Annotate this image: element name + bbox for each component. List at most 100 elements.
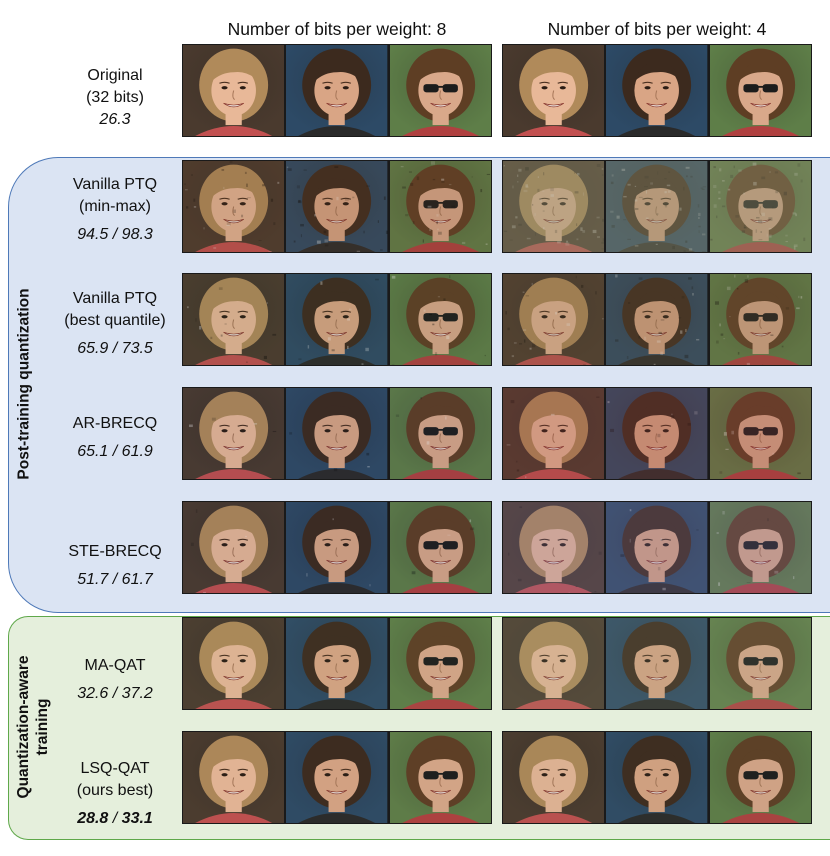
face-image <box>503 502 605 593</box>
sample-image <box>389 732 491 823</box>
sample-image <box>389 502 491 593</box>
face-image <box>389 161 491 252</box>
face-image <box>606 45 708 136</box>
sample-image <box>606 274 708 365</box>
sample-image <box>503 502 605 593</box>
score-4bit: 73.5 <box>121 340 153 357</box>
sample-image <box>606 161 708 252</box>
method-name: AR-BRECQ <box>72 415 158 432</box>
qat-section-label: Quantization-aware training <box>14 656 52 799</box>
sample-image <box>709 388 811 479</box>
sample-group-8bit <box>182 387 492 480</box>
method-name: Vanilla PTQ <box>72 290 158 307</box>
sample-image <box>183 388 285 479</box>
sample-image <box>286 732 388 823</box>
face-image <box>183 45 285 136</box>
fid-scores: 94.5 / 98.3 <box>52 224 178 246</box>
face-image <box>606 732 708 823</box>
face-image <box>389 388 491 479</box>
sample-group-8bit <box>182 44 492 137</box>
sample-image <box>183 732 285 823</box>
method-name: (32 bits) <box>86 89 144 106</box>
column-header-4bit: Number of bits per weight: 4 <box>547 19 767 39</box>
sample-image <box>709 732 811 823</box>
score-separator: / <box>108 340 122 357</box>
face-image <box>286 732 388 823</box>
sample-image <box>606 732 708 823</box>
face-image <box>389 274 491 365</box>
face-image <box>709 274 811 365</box>
sample-image <box>709 502 811 593</box>
row-label: Original (32 bits) 26.3 <box>52 65 178 131</box>
sample-group-8bit <box>182 273 492 366</box>
sample-image <box>183 161 285 252</box>
sample-group-4bit <box>502 273 812 366</box>
face-image <box>286 388 388 479</box>
row-label: MA-QAT 32.6 / 37.2 <box>52 655 178 705</box>
row-label: LSQ-QAT (ours best) 28.8 / 33.1 <box>52 758 178 830</box>
score-4bit: 37.2 <box>121 685 153 702</box>
row-label: Vanilla PTQ (best quantile) 65.9 / 73.5 <box>52 288 178 360</box>
score-separator: / <box>108 810 122 827</box>
score-8bit: 28.8 <box>77 810 109 827</box>
sample-image <box>606 388 708 479</box>
face-image <box>286 502 388 593</box>
face-image <box>286 45 388 136</box>
sample-image <box>709 161 811 252</box>
face-image <box>183 502 285 593</box>
row-label: Vanilla PTQ (min-max) 94.5 / 98.3 <box>52 174 178 246</box>
sample-group-4bit <box>502 44 812 137</box>
face-image <box>286 274 388 365</box>
sample-image <box>389 388 491 479</box>
sample-group-4bit <box>502 387 812 480</box>
face-image <box>709 502 811 593</box>
score-4bit: 98.3 <box>121 226 153 243</box>
fid-scores: 26.3 <box>52 109 178 131</box>
score-8bit: 65.1 <box>77 443 109 460</box>
face-image <box>503 274 605 365</box>
sample-image <box>183 502 285 593</box>
method-name: Original <box>87 67 143 84</box>
sample-image <box>389 161 491 252</box>
score-8bit: 94.5 <box>77 226 109 243</box>
score-4bit: 61.9 <box>121 443 153 460</box>
sample-image <box>709 618 811 709</box>
score-8bit: 32.6 <box>77 685 109 702</box>
qat-label-line-1: Quantization-aware <box>15 655 32 799</box>
sample-image <box>503 45 605 136</box>
sample-group-8bit <box>182 731 492 824</box>
face-image <box>709 732 811 823</box>
sample-image <box>389 274 491 365</box>
method-name: MA-QAT <box>84 657 146 674</box>
face-image <box>606 502 708 593</box>
sample-image <box>503 732 605 823</box>
face-image <box>503 618 605 709</box>
score-separator: / <box>108 685 122 702</box>
sample-image <box>286 45 388 136</box>
method-name: STE-BRECQ <box>68 543 162 560</box>
score-separator: / <box>108 571 122 588</box>
face-image <box>503 161 605 252</box>
face-image <box>709 161 811 252</box>
sample-image <box>389 618 491 709</box>
face-image <box>503 45 605 136</box>
score-separator: / <box>108 443 122 460</box>
row-label: AR-BRECQ 65.1 / 61.9 <box>52 413 178 463</box>
column-header-8bit: Number of bits per weight: 8 <box>227 19 447 39</box>
face-image <box>183 388 285 479</box>
face-image <box>286 618 388 709</box>
sample-group-8bit <box>182 617 492 710</box>
sample-group-4bit <box>502 160 812 253</box>
face-image <box>606 388 708 479</box>
face-image <box>709 388 811 479</box>
fid-scores: 28.8 / 33.1 <box>52 808 178 830</box>
face-image <box>183 161 285 252</box>
score-4bit: 61.7 <box>121 571 153 588</box>
face-image <box>503 732 605 823</box>
method-name: (best quantile) <box>64 312 166 329</box>
face-image <box>606 618 708 709</box>
face-image <box>286 161 388 252</box>
sample-image <box>183 45 285 136</box>
face-image <box>183 732 285 823</box>
fid-scores: 65.9 / 73.5 <box>52 338 178 360</box>
